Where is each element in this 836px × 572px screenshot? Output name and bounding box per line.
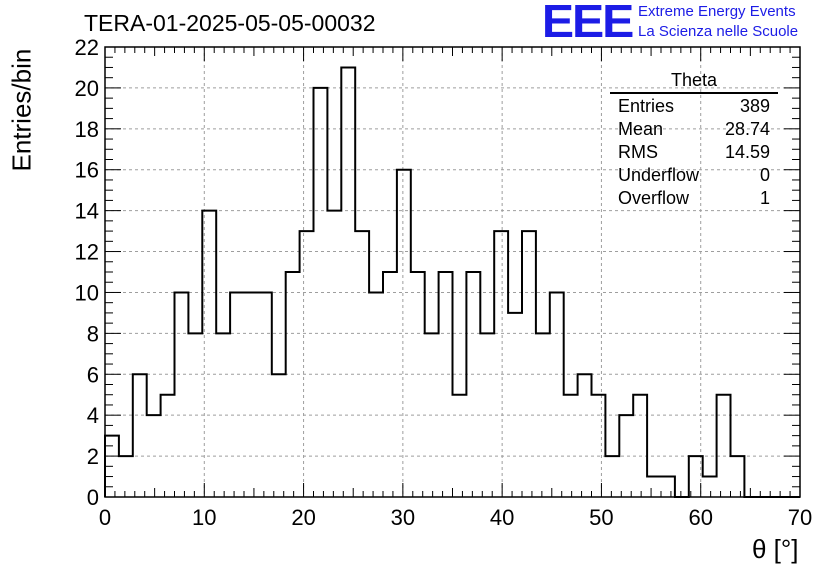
y-tick-label: 14 (75, 199, 99, 224)
histogram-bin (161, 395, 175, 497)
histogram-bin (466, 272, 480, 497)
histogram-bin (383, 272, 397, 497)
y-tick-label: 20 (75, 76, 99, 101)
y-tick-label: 2 (87, 444, 99, 469)
histogram-bin (592, 395, 606, 497)
x-tick-label: 30 (391, 505, 415, 530)
histogram-bin (258, 292, 272, 497)
histogram-bin (286, 272, 300, 497)
x-tick-label: 70 (788, 505, 812, 530)
y-tick-label: 4 (87, 403, 99, 428)
histogram-bin (341, 67, 355, 497)
stats-label: Underflow (618, 165, 700, 185)
stats-label: RMS (618, 142, 658, 162)
stats-row-overflow: Overflow 1 (610, 188, 778, 211)
stats-value: 1 (759, 188, 770, 208)
stats-label: Mean (618, 119, 664, 139)
y-tick-label: 6 (87, 362, 99, 387)
histogram-bin (480, 333, 494, 497)
histogram-bin (550, 292, 564, 497)
stats-title: Theta (610, 70, 778, 94)
histogram-title: TERA-01-2025-05-05-00032 (84, 10, 376, 36)
y-axis-label: Entries/bin (6, 48, 37, 172)
histogram-bin (272, 374, 286, 497)
histogram-bin (717, 395, 731, 497)
histogram-bin (439, 272, 453, 497)
stats-value: 0 (759, 165, 770, 185)
histogram-bin (661, 477, 675, 497)
histogram-bin (175, 292, 189, 497)
stats-label: Overflow (618, 188, 690, 208)
histogram-bin (397, 170, 411, 497)
y-tick-label: 0 (87, 485, 99, 510)
histogram-bin (133, 374, 147, 497)
x-tick-label: 0 (99, 505, 111, 530)
x-tick-label: 20 (291, 505, 315, 530)
histogram-bin (703, 477, 717, 497)
histogram-bin (578, 374, 592, 497)
x-tick-label: 10 (192, 505, 216, 530)
histogram-bin (369, 292, 383, 497)
histogram-bin (453, 395, 467, 497)
y-tick-label: 18 (75, 117, 99, 142)
histogram-bin (355, 231, 369, 497)
y-tick-label: 22 (75, 35, 99, 60)
histogram-bin (522, 231, 536, 497)
histogram-bin (411, 272, 425, 497)
stats-row-rms: RMS 14.59 (610, 142, 778, 165)
histogram-bin (300, 231, 314, 497)
histogram-bin (494, 231, 508, 497)
y-tick-label: 10 (75, 280, 99, 305)
y-tick-label: 12 (75, 240, 99, 265)
x-tick-label: 40 (490, 505, 514, 530)
x-tick-label: 60 (688, 505, 712, 530)
logo-text-line2: La Scienza nelle Scuole (638, 23, 799, 40)
histogram-bin (564, 395, 578, 497)
stats-label: Entries (618, 96, 675, 116)
histogram-bin (731, 456, 745, 497)
histogram-bin (244, 292, 258, 497)
histogram-bin (508, 313, 522, 497)
logo-text-line1: Extreme Energy Events (638, 3, 796, 20)
y-tick-label: 16 (75, 158, 99, 183)
histogram-bin (327, 211, 341, 497)
x-axis-label: θ [°] (752, 534, 799, 564)
histogram-series (104, 66, 800, 498)
stats-value: 389 (739, 96, 770, 116)
stats-row-mean: Mean 28.74 (610, 119, 778, 142)
histogram-bin (216, 333, 230, 497)
histogram-bin (605, 456, 619, 497)
histogram-bin (633, 395, 647, 497)
histogram-bin (647, 477, 661, 497)
stats-value: 14.59 (724, 142, 770, 162)
histogram-bin (230, 292, 244, 497)
stats-box: Theta Entries 389 Mean 28.74 RMS 14.59 Unde… (610, 70, 778, 211)
eee-logo: EEE (541, 0, 634, 47)
stats-value: 28.74 (724, 119, 770, 139)
y-tick-label: 8 (87, 321, 99, 346)
histogram-bin (119, 456, 133, 497)
stats-row-entries: Entries 389 (610, 96, 778, 119)
stats-row-underflow: Underflow 0 (610, 165, 778, 188)
x-tick-label: 50 (589, 505, 613, 530)
